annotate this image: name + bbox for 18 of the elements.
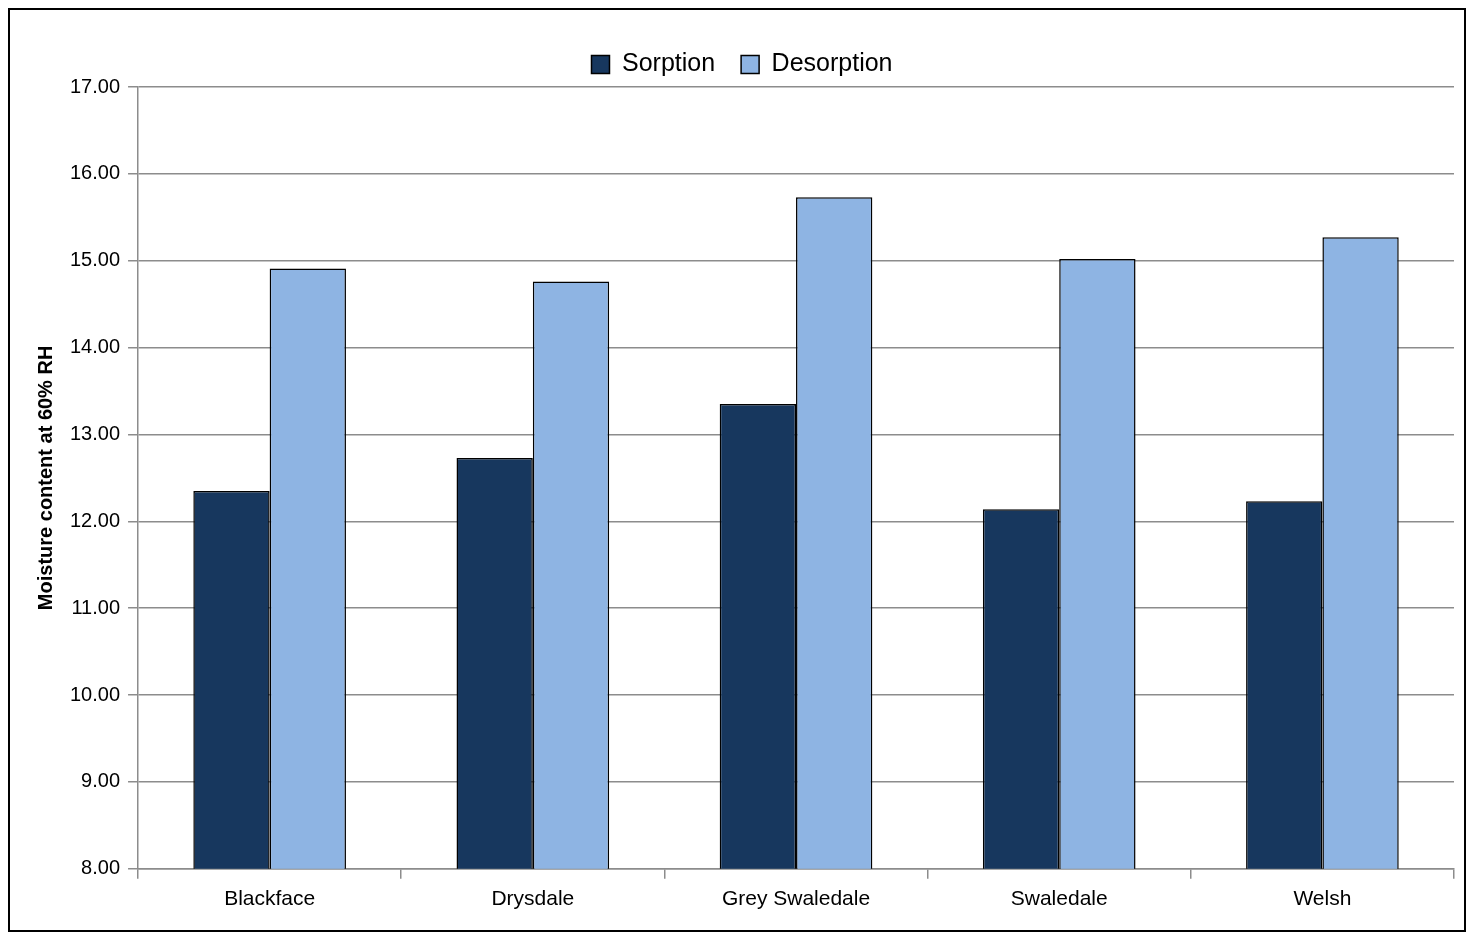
x-tick-label: Blackface (224, 886, 316, 910)
y-tick-label: 14.00 (69, 335, 121, 358)
y-tick-label: 10.00 (69, 682, 121, 705)
legend-label: Sorption (621, 48, 716, 77)
y-tick-label: 16.00 (69, 161, 121, 184)
x-tick-label: Grey Swaledale (721, 886, 871, 910)
y-tick-label: 9.00 (81, 769, 121, 792)
x-tick-label: Drysdale (491, 886, 575, 910)
y-tick-label: 15.00 (69, 248, 121, 271)
y-tick-label: 8.00 (81, 856, 121, 879)
y-axis-title: Moisture content at 60% RH (33, 345, 56, 611)
y-tick-label: 13.00 (69, 421, 121, 444)
y-tick-label: 11.00 (71, 595, 121, 618)
legend-label: Desorption (771, 48, 893, 77)
x-tick-label: Welsh (1293, 886, 1352, 910)
x-tick-label: Swaledale (1010, 886, 1108, 910)
y-tick-label: 12.00 (69, 508, 121, 531)
y-tick-label: 17.00 (69, 74, 121, 97)
